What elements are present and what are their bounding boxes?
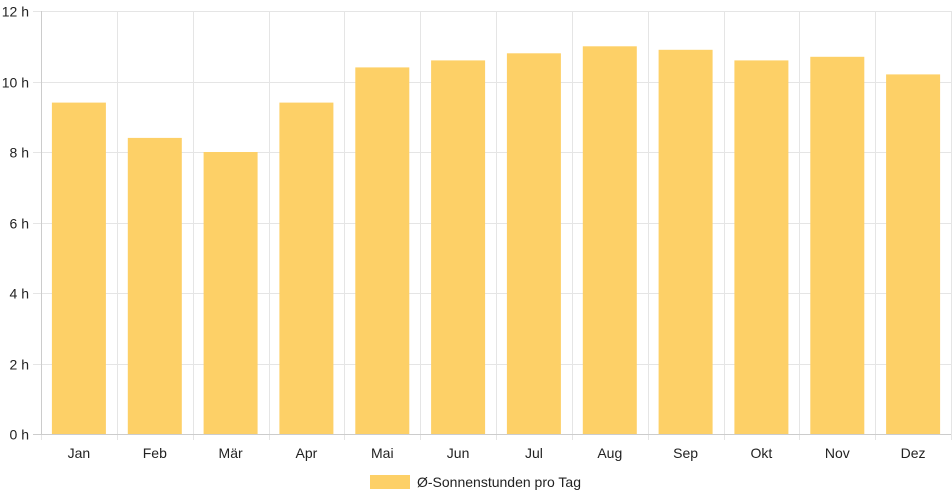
- x-axis: Jan Feb Mär Apr Mai Jun Jul Aug Sep Okt Nov Dez: [33, 434, 951, 461]
- x-tick-label: Sep: [673, 445, 698, 461]
- legend-label[interactable]: Ø-Sonnenstunden pro Tag: [417, 474, 581, 490]
- legend-swatch[interactable]: [370, 475, 410, 489]
- x-tick-label: Nov: [825, 445, 850, 461]
- bar[interactable]: [431, 60, 486, 435]
- bar[interactable]: [203, 152, 258, 434]
- x-tick-label: Apr: [296, 445, 318, 461]
- x-tick-label: Jul: [525, 445, 543, 461]
- y-tick-label: 8 h: [10, 145, 29, 161]
- bar[interactable]: [582, 46, 637, 435]
- bar[interactable]: [51, 102, 106, 434]
- y-tick-label: 6 h: [10, 216, 29, 232]
- y-tick-label: 0 h: [10, 427, 29, 443]
- x-tick-label: Mai: [371, 445, 394, 461]
- bar[interactable]: [810, 56, 865, 435]
- x-tick-label: Jan: [68, 445, 91, 461]
- bar-series: [51, 46, 941, 435]
- x-tick-label: Feb: [143, 445, 167, 461]
- y-tick-label: 12 h: [2, 4, 29, 20]
- y-tick-label: 2 h: [10, 357, 29, 373]
- bar[interactable]: [506, 53, 561, 435]
- y-tick-label: 10 h: [2, 75, 29, 91]
- bar[interactable]: [279, 102, 334, 434]
- y-tick-label: 4 h: [10, 286, 29, 302]
- bar[interactable]: [734, 60, 789, 435]
- bar[interactable]: [658, 49, 713, 435]
- x-tick-label: Aug: [597, 445, 622, 461]
- x-tick-label: Okt: [751, 445, 773, 461]
- x-tick-label: Dez: [901, 445, 926, 461]
- x-tick-label: Jun: [447, 445, 470, 461]
- y-axis: 0 h 2 h 4 h 6 h 8 h 10 h 12 h: [2, 4, 42, 443]
- bar[interactable]: [127, 137, 182, 434]
- x-tick-label: Mär: [219, 445, 243, 461]
- bar[interactable]: [355, 67, 410, 435]
- grid-lines: [33, 11, 952, 440]
- legend[interactable]: Ø-Sonnenstunden pro Tag: [370, 474, 581, 490]
- bar[interactable]: [886, 74, 941, 435]
